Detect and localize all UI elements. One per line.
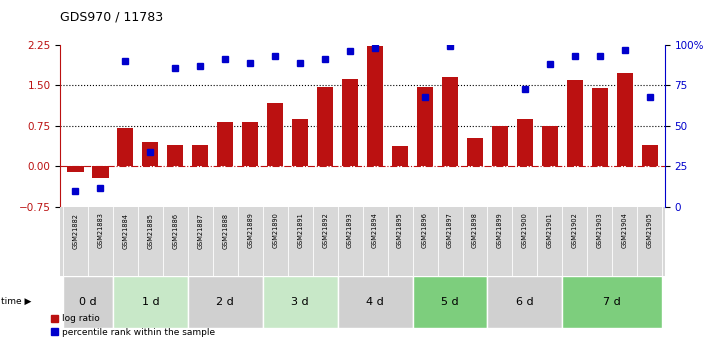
Bar [338,276,412,328]
Text: GSM21901: GSM21901 [547,213,553,248]
Bar [642,145,658,167]
Text: GSM21892: GSM21892 [322,213,328,248]
Text: GSM21887: GSM21887 [197,213,203,248]
Text: 1 d: 1 d [141,297,159,307]
Text: GSM21889: GSM21889 [247,213,253,248]
Text: GSM21896: GSM21896 [422,213,428,248]
Bar [392,146,408,167]
Bar [412,276,488,328]
Bar [167,145,183,167]
Text: GSM21888: GSM21888 [223,213,228,248]
Text: time ▶: time ▶ [1,297,32,306]
Text: GSM21897: GSM21897 [447,213,453,248]
Bar [417,87,433,167]
Text: GSM21895: GSM21895 [397,213,403,248]
Text: GSM21905: GSM21905 [647,213,653,248]
Bar [68,167,83,172]
Text: GSM21903: GSM21903 [597,213,603,248]
Text: 0 d: 0 d [79,297,97,307]
Legend: log ratio, percentile rank within the sample: log ratio, percentile rank within the sa… [47,311,218,341]
Bar [442,77,458,167]
Bar [92,167,109,178]
Bar [142,142,159,167]
Bar [188,276,263,328]
Text: GSM21899: GSM21899 [497,213,503,248]
Bar [542,126,558,167]
Text: 5 d: 5 d [442,297,459,307]
Bar [63,276,113,328]
Text: GSM21891: GSM21891 [297,213,303,248]
Text: GSM21883: GSM21883 [97,213,103,248]
Text: GSM21885: GSM21885 [147,213,154,248]
Text: 7 d: 7 d [604,297,621,307]
Text: GSM21904: GSM21904 [622,213,628,248]
Text: GDS970 / 11783: GDS970 / 11783 [60,10,164,23]
Bar [217,122,233,167]
Bar [292,119,309,167]
Text: GSM21886: GSM21886 [172,213,178,248]
Text: GSM21900: GSM21900 [522,213,528,248]
Text: GSM21894: GSM21894 [372,213,378,248]
Text: GSM21884: GSM21884 [122,213,129,248]
Bar [592,88,608,167]
Text: GSM21882: GSM21882 [73,213,78,248]
Text: GSM21902: GSM21902 [572,213,578,248]
Text: GSM21890: GSM21890 [272,213,278,248]
Bar [616,73,633,167]
Bar [113,276,188,328]
Bar [492,126,508,167]
Bar [342,79,358,167]
Bar [517,119,533,167]
Bar [317,87,333,167]
Bar [263,276,338,328]
Bar [488,276,562,328]
Bar [192,145,208,167]
Bar [367,47,383,167]
Text: 4 d: 4 d [366,297,384,307]
Bar [117,128,134,167]
Bar [267,103,283,167]
Bar [562,276,662,328]
Text: 6 d: 6 d [516,297,534,307]
Text: GSM21898: GSM21898 [472,213,478,248]
Text: GSM21893: GSM21893 [347,213,353,248]
Text: 3 d: 3 d [292,297,309,307]
Bar [242,122,258,167]
Bar [467,138,483,167]
Text: 2 d: 2 d [216,297,234,307]
Bar [567,80,583,167]
